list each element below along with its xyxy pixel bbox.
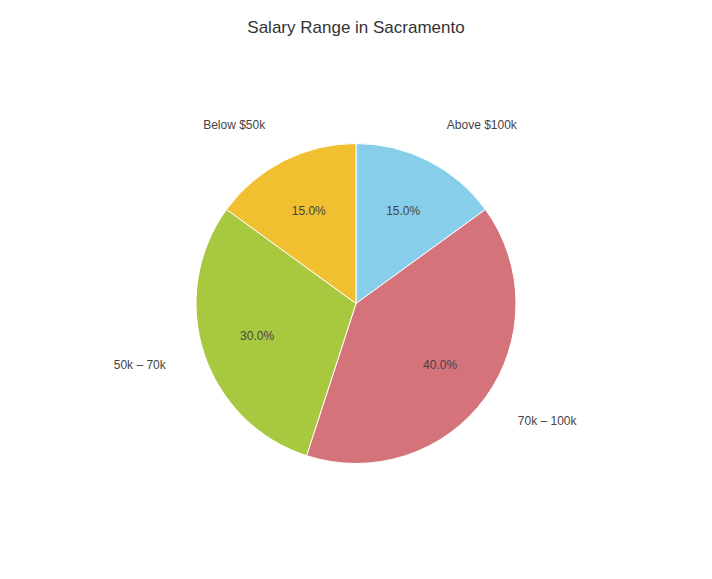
html-text:Salary Range in Sacramento: Salary Range in Sacramento: [247, 18, 465, 37]
svg-text:30.0%: 30.0%: [240, 329, 274, 343]
svg-text:15.0%: 15.0%: [292, 204, 326, 218]
svg-text:Above $100k: Above $100k: [447, 118, 518, 132]
svg-text:15.0%: 15.0%: [386, 204, 420, 218]
svg-text:50k – 70k: 50k – 70k: [114, 358, 167, 372]
svg-text:40.0%: 40.0%: [423, 358, 457, 372]
svg-text:Below $50k: Below $50k: [203, 118, 266, 132]
svg-text:70k – 100k: 70k – 100k: [518, 414, 578, 428]
